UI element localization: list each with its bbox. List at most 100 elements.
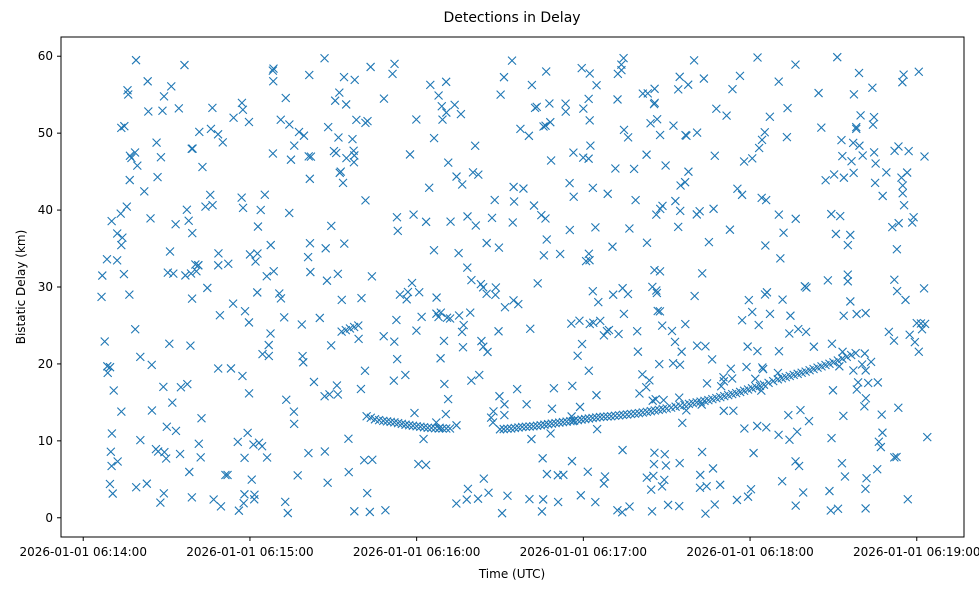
clutter-point-525	[97, 271, 107, 280]
clutter-point-32	[332, 381, 342, 390]
clutter-point-27	[412, 326, 421, 336]
clutter-point-259	[848, 366, 858, 375]
clutter-point-58	[682, 131, 691, 141]
clutter-point-434	[643, 88, 653, 98]
clutter-point-334	[293, 470, 303, 480]
clutter-point-106	[130, 324, 140, 334]
clutter-point-14	[442, 313, 452, 323]
clutter-point-617	[131, 482, 141, 492]
track-point-48	[569, 416, 579, 425]
clutter-point-317	[595, 316, 605, 326]
clutter-point-175	[695, 483, 705, 493]
clutter-point-381	[697, 447, 707, 457]
clutter-point-402	[341, 100, 351, 109]
clutter-point-191	[774, 210, 784, 220]
y-axis-label: Bistatic Delay (km)	[14, 230, 28, 345]
clutter-point-478	[608, 290, 618, 300]
clutter-point-258	[349, 146, 359, 156]
clutter-point-270	[749, 448, 758, 458]
clutter-point-393	[165, 247, 175, 256]
clutter-point-394	[452, 172, 461, 181]
clutter-point-280	[258, 349, 267, 359]
clutter-point-90	[305, 174, 315, 184]
clutter-point-29	[451, 499, 461, 508]
track-point-31	[506, 424, 516, 433]
track-point-63	[626, 409, 636, 419]
clutter-point-35	[541, 121, 550, 131]
track-point-21	[423, 423, 433, 433]
clutter-point-109	[439, 336, 449, 346]
clutter-point-174	[410, 408, 419, 418]
x-tick-label-1: 2026-01-01 06:15:00	[186, 545, 313, 559]
clutter-point-352	[547, 404, 557, 414]
clutter-point-5	[707, 354, 717, 364]
clutter-point-555	[494, 326, 503, 336]
track-point-12	[390, 417, 399, 427]
clutter-point-523	[123, 85, 132, 95]
clutter-point-616	[739, 424, 749, 433]
clutter-point-80	[175, 449, 185, 459]
clutter-point-472	[577, 339, 587, 349]
clutter-point-645	[209, 495, 219, 504]
track-point-52	[584, 414, 594, 423]
clutter-point-637	[197, 413, 206, 423]
clutter-point-45	[761, 195, 771, 205]
clutter-point-225	[213, 129, 223, 139]
clutter-point-300	[826, 209, 836, 219]
clutter-point-489	[851, 122, 861, 132]
clutter-point-278	[727, 374, 737, 383]
clutter-point-288	[367, 455, 377, 465]
clutter-point-549	[765, 112, 775, 122]
track-point-50	[577, 415, 586, 424]
clutter-point-246	[402, 294, 412, 304]
clutter-point-421	[857, 360, 867, 369]
clutter-point-597	[826, 506, 836, 515]
clutter-point-452	[710, 151, 720, 161]
clutter-point-442	[247, 475, 257, 484]
clutter-point-134	[147, 360, 157, 370]
clutter-point-677	[777, 476, 787, 486]
clutter-point-437	[243, 428, 253, 438]
clutter-point-545	[457, 180, 467, 189]
clutter-point-157	[365, 507, 375, 517]
clutter-point-680	[452, 420, 461, 430]
clutter-point-179	[221, 470, 230, 480]
clutter-point-670	[652, 288, 662, 298]
clutter-point-219	[854, 68, 864, 78]
clutter-point-451	[584, 94, 594, 104]
clutter-point-400	[852, 385, 862, 394]
clutter-point-494	[629, 164, 639, 174]
clutter-point-457	[876, 442, 886, 452]
clutter-point-656	[675, 360, 685, 370]
track-point-30	[503, 424, 512, 434]
clutter-point-292	[507, 56, 517, 66]
clutter-point-651	[695, 470, 705, 480]
clutter-point-133	[491, 283, 501, 292]
clutter-point-609	[473, 494, 483, 504]
clutter-point-144	[737, 315, 747, 325]
clutter-point-558	[240, 306, 250, 316]
clutter-point-223	[206, 124, 216, 134]
clutter-point-473	[476, 279, 486, 289]
clutter-point-410	[650, 98, 660, 108]
clutter-point-398	[238, 371, 247, 381]
clutter-point-26	[674, 393, 684, 402]
track-point-57	[603, 412, 612, 421]
y-tick-label-3: 30	[38, 280, 53, 294]
clutter-point-673	[162, 422, 172, 432]
clutter-point-37	[112, 255, 122, 265]
clutter-point-618	[125, 151, 135, 161]
clutter-point-10	[187, 294, 197, 304]
clutter-point-539	[839, 311, 849, 321]
clutter-point-316	[321, 243, 331, 253]
clutter-point-286	[320, 391, 330, 401]
y-tick-label-4: 40	[38, 203, 53, 217]
clutter-point-380	[516, 124, 525, 134]
clutter-point-420	[869, 147, 879, 157]
clutter-point-128	[677, 418, 687, 428]
clutter-point-518	[471, 221, 481, 230]
clutter-point-474	[187, 493, 197, 502]
clutter-point-378	[482, 238, 492, 248]
clutter-point-111	[339, 72, 349, 82]
